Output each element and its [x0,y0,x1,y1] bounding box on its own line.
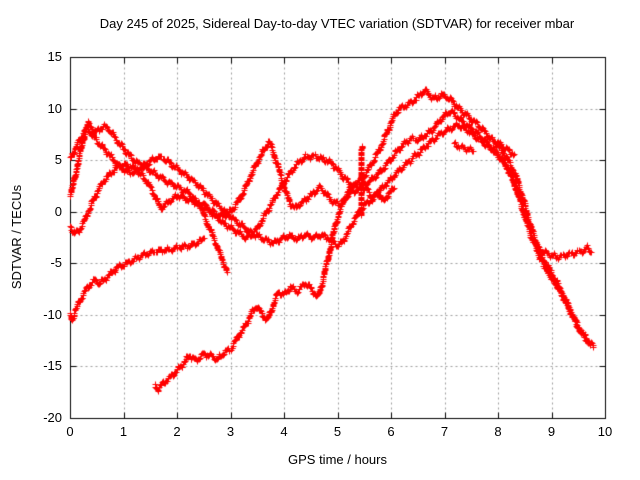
x-tick-label: 5 [333,424,342,439]
x-tick-label: 7 [440,424,449,439]
x-tick-label: 8 [494,424,502,439]
x-tick-label: 2 [173,424,181,439]
x-tick-label: 4 [280,424,288,439]
x-tick-label: 6 [387,424,395,439]
y-tick-label: -15 [43,358,62,374]
chart-title: Day 245 of 2025, Sidereal Day-to-day VTE… [99,16,575,31]
y-tick-label: 15 [47,49,62,64]
y-axis-label: SDTVAR / TECUs [9,184,24,290]
y-tick-label: -5 [50,255,62,271]
y-tick-label: 5 [54,152,62,168]
y-tick-label: -20 [43,410,62,425]
y-tick-label: 0 [54,203,62,219]
x-tick-label: 10 [597,424,613,439]
x-tick-label: 3 [226,424,235,439]
y-tick-label: -10 [43,306,62,322]
x-axis-label: GPS time / hours [288,452,387,467]
y-tick-label: 10 [47,100,62,116]
x-tick-label: 0 [66,424,74,439]
x-tick-label: 9 [547,424,556,439]
x-tick-label: 1 [119,424,128,439]
